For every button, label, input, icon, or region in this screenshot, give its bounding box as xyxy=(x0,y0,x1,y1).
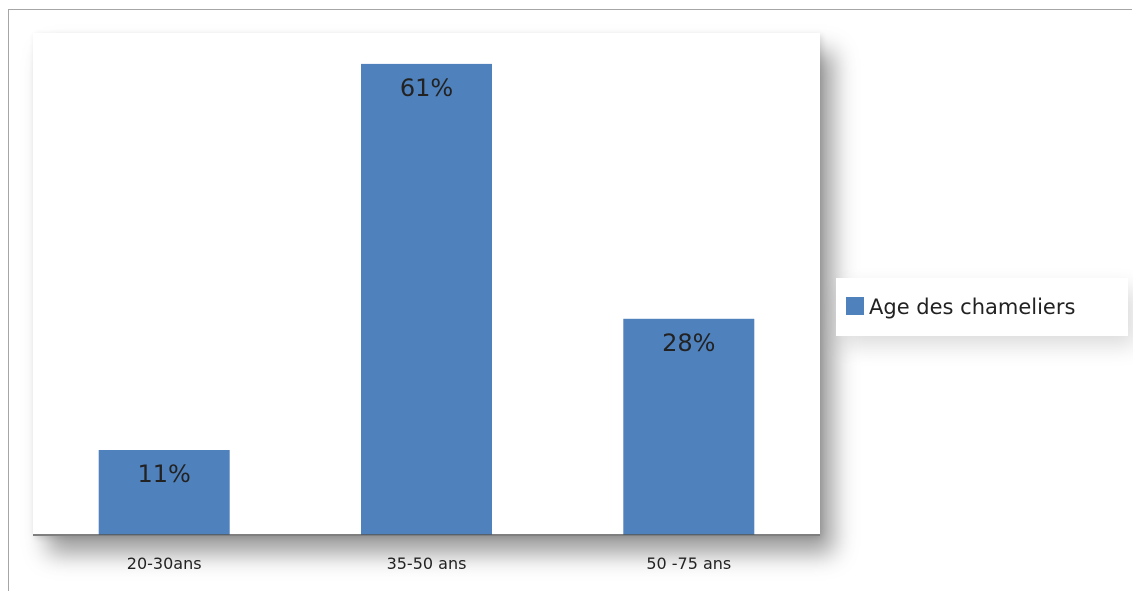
legend-swatch xyxy=(846,297,864,315)
data-label-3: 28% xyxy=(662,329,715,357)
legend: Age des chameliers xyxy=(846,295,1075,319)
x-tick-label-2: 35-50 ans xyxy=(387,554,467,573)
bars-layer xyxy=(98,63,755,536)
data-label-2: 61% xyxy=(400,74,453,102)
tick-labels-layer: 20-30ans 35-50 ans 50 -75 ans xyxy=(127,554,731,573)
data-label-1: 11% xyxy=(138,460,191,488)
x-tick-label-3: 50 -75 ans xyxy=(646,554,731,573)
bar-2 xyxy=(361,63,492,536)
x-tick-label-1: 20-30ans xyxy=(127,554,202,573)
legend-label: Age des chameliers xyxy=(869,295,1075,319)
labels-layer: 11% 61% 28% xyxy=(138,74,716,488)
bar-1 xyxy=(98,450,230,535)
bar-3 xyxy=(623,318,755,535)
chart-frame xyxy=(8,9,1132,591)
legend-panel xyxy=(836,278,1128,336)
